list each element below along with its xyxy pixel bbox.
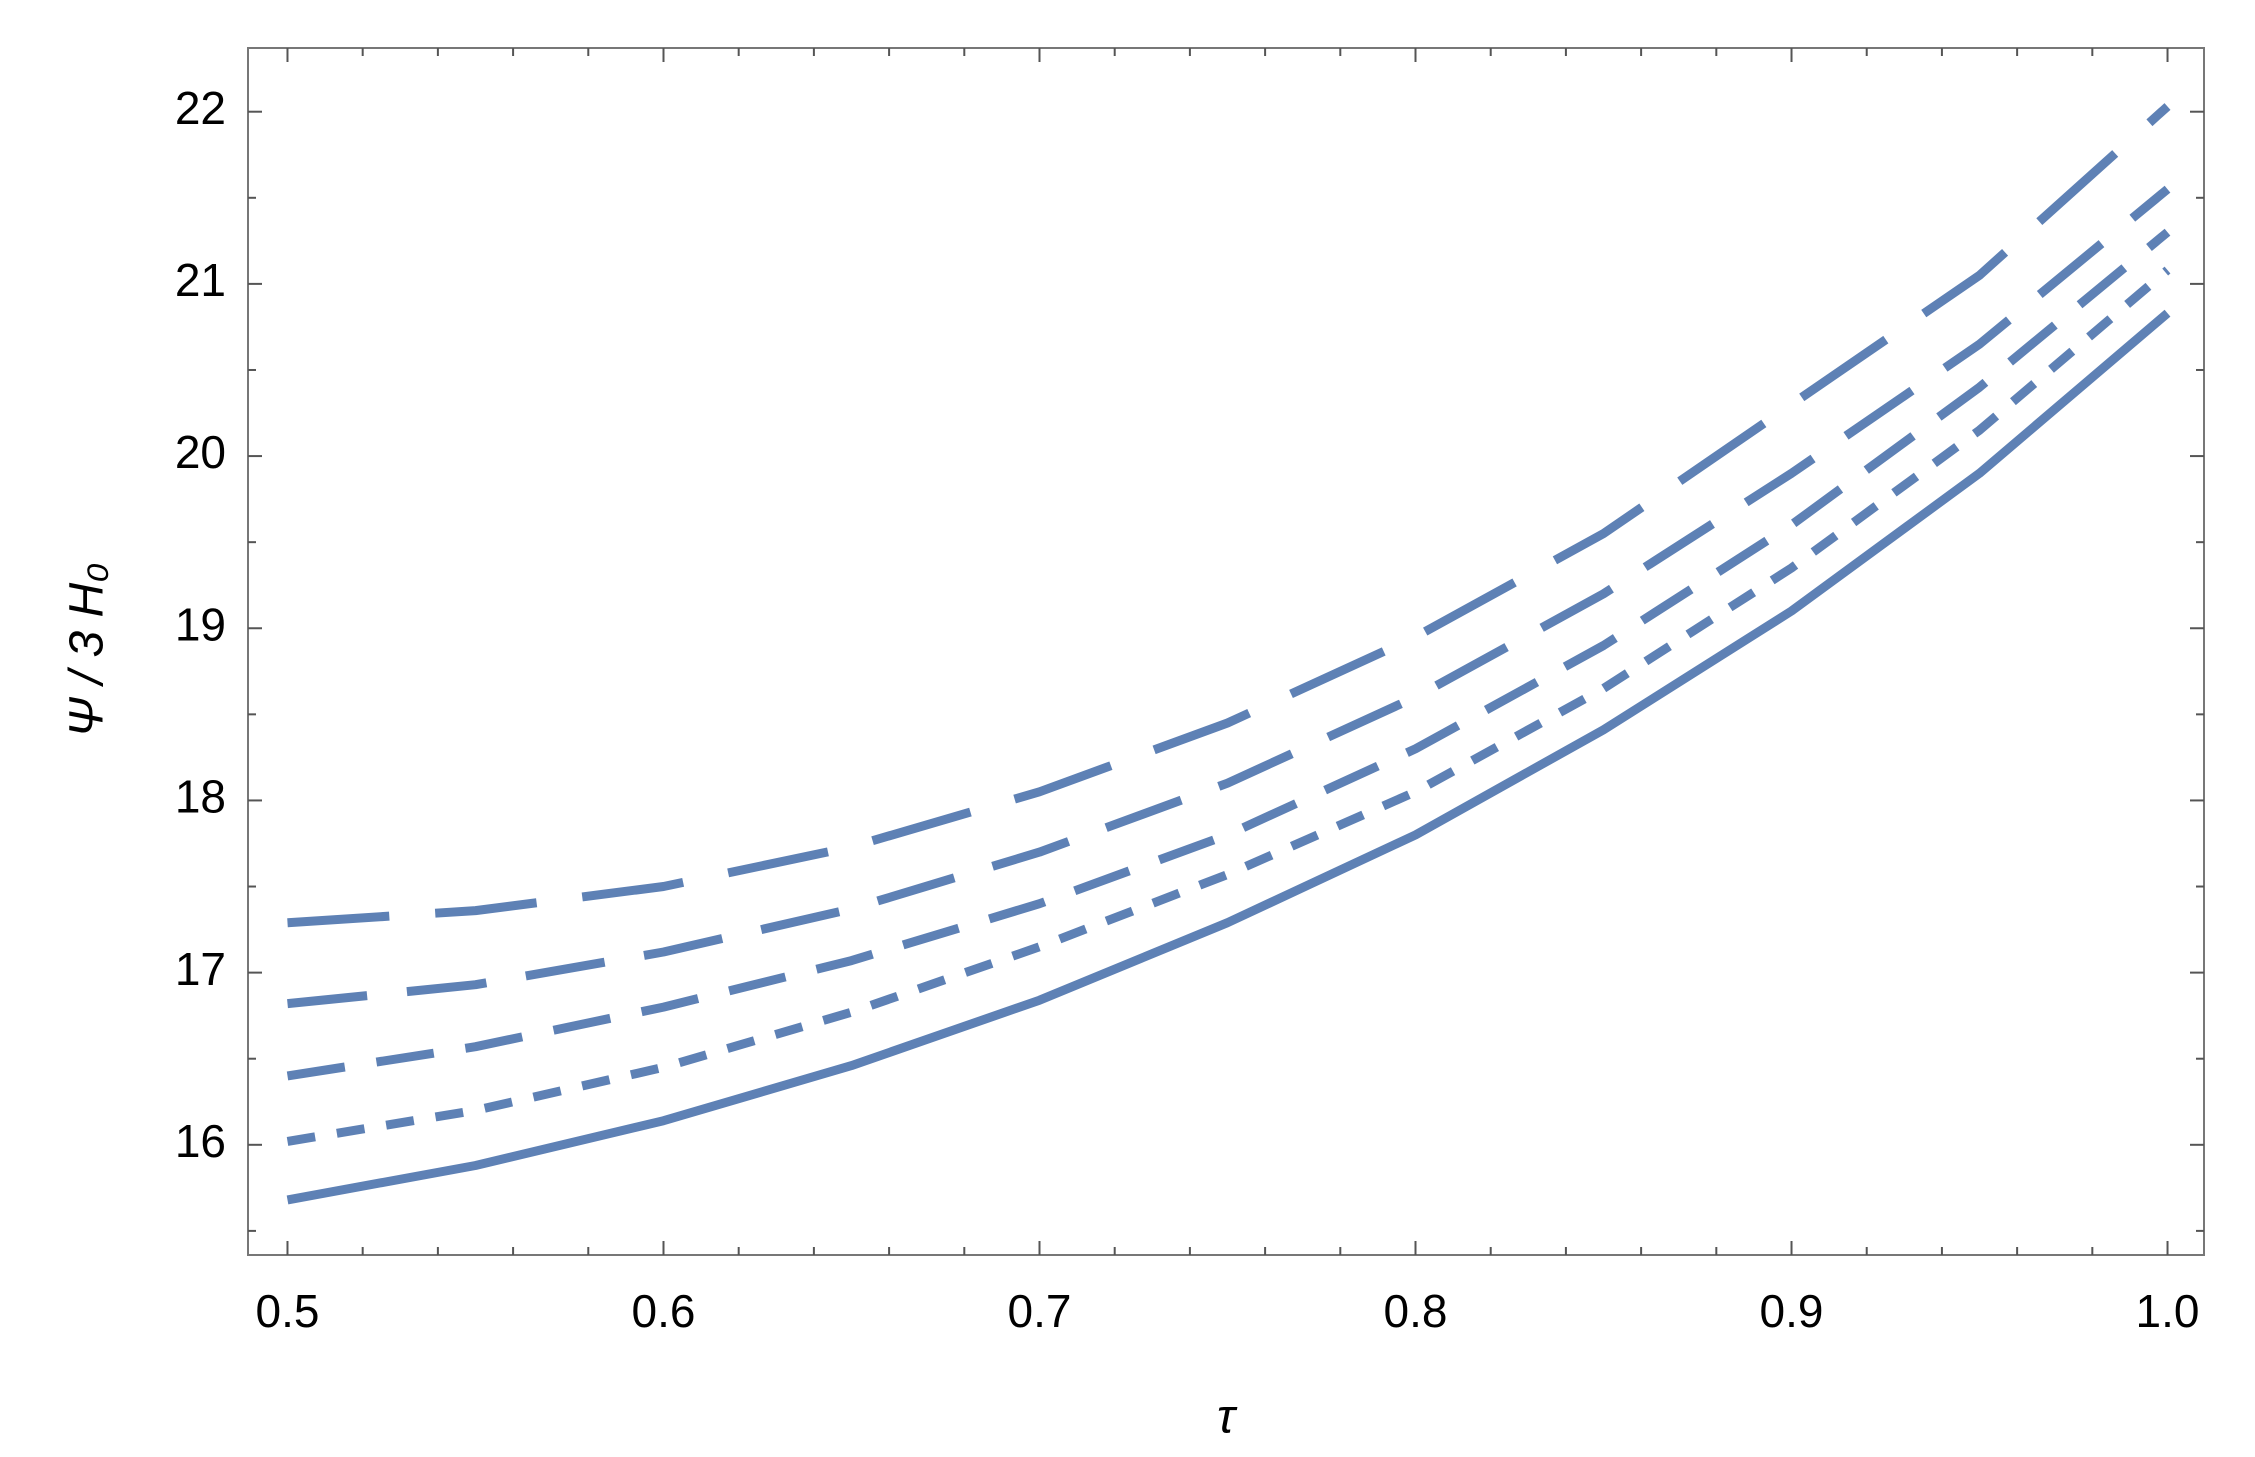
x-tick-label: 0.8 [1384,1285,1448,1337]
x-tick-label: 0.7 [1008,1285,1072,1337]
y-tick-label: 22 [175,82,226,134]
y-axis-title: Ψ / 3 H₀ [61,563,114,738]
y-tick-label: 21 [175,254,226,306]
x-tick-label: 1.0 [2136,1285,2200,1337]
y-tick-label: 19 [175,598,226,650]
series-line [286,228,2171,1081]
y-tick-label: 17 [175,943,226,995]
series-line [286,309,2171,1205]
x-axis-title: τ [1217,1391,1238,1444]
y-tick-label: 16 [175,1115,226,1167]
x-tick-label: 0.6 [632,1285,696,1337]
x-tick-label: 0.9 [1760,1285,1824,1337]
series-line [287,185,2171,1009]
y-tick-label: 20 [175,426,226,478]
x-tick-label: 0.5 [256,1285,320,1337]
y-tick-label: 18 [175,771,226,823]
series-line [287,103,2171,928]
series-line [286,266,2171,1146]
plot-frame [247,47,2205,1256]
